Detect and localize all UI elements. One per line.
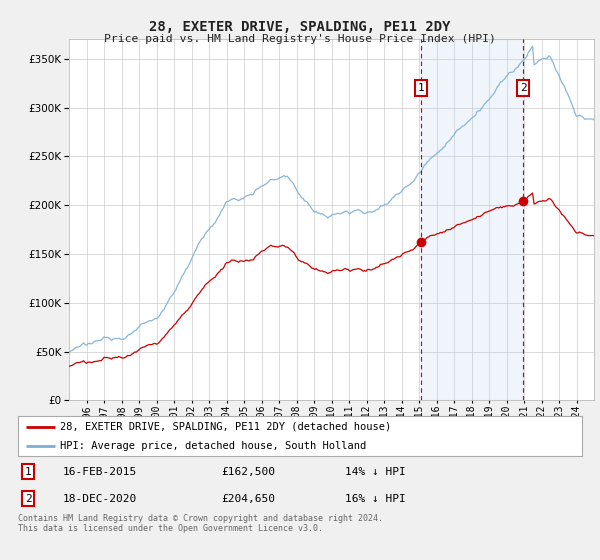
Text: Contains HM Land Registry data © Crown copyright and database right 2024.
This d: Contains HM Land Registry data © Crown c… <box>18 514 383 534</box>
Text: £204,650: £204,650 <box>221 493 275 503</box>
Text: 1: 1 <box>418 83 424 93</box>
Text: 16-FEB-2015: 16-FEB-2015 <box>63 467 137 477</box>
Bar <box>421 39 523 400</box>
Text: 1: 1 <box>25 467 32 477</box>
Text: 28, EXETER DRIVE, SPALDING, PE11 2DY: 28, EXETER DRIVE, SPALDING, PE11 2DY <box>149 20 451 34</box>
Text: 14% ↓ HPI: 14% ↓ HPI <box>345 467 406 477</box>
Text: £162,500: £162,500 <box>221 467 275 477</box>
Text: Price paid vs. HM Land Registry's House Price Index (HPI): Price paid vs. HM Land Registry's House … <box>104 34 496 44</box>
Text: 16% ↓ HPI: 16% ↓ HPI <box>345 493 406 503</box>
Text: 18-DEC-2020: 18-DEC-2020 <box>63 493 137 503</box>
Text: 28, EXETER DRIVE, SPALDING, PE11 2DY (detached house): 28, EXETER DRIVE, SPALDING, PE11 2DY (de… <box>60 422 392 432</box>
Text: 2: 2 <box>520 83 527 93</box>
Text: 2: 2 <box>25 493 32 503</box>
Text: HPI: Average price, detached house, South Holland: HPI: Average price, detached house, Sout… <box>60 441 367 450</box>
